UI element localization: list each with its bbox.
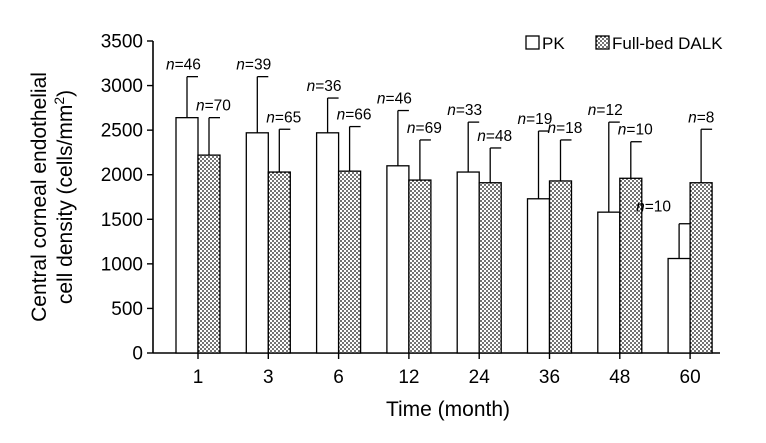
bar-dalk-3 xyxy=(267,171,291,354)
n-label-pk-48-value: =12 xyxy=(596,102,622,119)
n-label-dalk-24: n=48 xyxy=(477,128,512,145)
n-label-pk-1-n: n xyxy=(166,57,175,74)
n-label-pk-1: n=46 xyxy=(166,57,201,74)
y-tick-label-6: 3000 xyxy=(101,76,143,97)
n-label-dalk-6: n=66 xyxy=(337,107,372,124)
bar-dalk-1 xyxy=(197,154,221,354)
bar-pk-1 xyxy=(175,117,199,354)
n-label-pk-24: n=33 xyxy=(447,102,482,119)
x-tick-label-12: 12 xyxy=(398,367,419,388)
bar-pk-12 xyxy=(386,165,410,354)
n-label-pk-48: n=12 xyxy=(588,102,623,119)
n-label-dalk-1: n=70 xyxy=(196,98,231,115)
n-label-dalk-12-value: =69 xyxy=(416,120,442,137)
n-label-dalk-60-n: n xyxy=(688,109,697,126)
bar-pk-60 xyxy=(667,257,691,354)
x-tick-label-60: 60 xyxy=(680,367,701,388)
bar-dalk-24 xyxy=(478,182,502,354)
n-label-dalk-12: n=69 xyxy=(407,120,442,137)
n-label-pk-36-value: =19 xyxy=(526,111,552,128)
n-label-pk-36: n=19 xyxy=(518,111,553,128)
n-label-pk-12-n: n xyxy=(377,91,386,108)
bar-pk-6 xyxy=(315,132,340,354)
bar-pk-3 xyxy=(245,132,269,354)
legend-label-dalk: Full-bed DALK xyxy=(612,34,723,53)
legend: PK Full-bed DALK xyxy=(525,34,723,53)
n-label-dalk-12-n: n xyxy=(407,120,416,137)
x-tick-label-1: 1 xyxy=(193,367,204,388)
y-axis-title-superscript: 2 xyxy=(51,97,67,105)
bar-pk-48 xyxy=(597,211,621,354)
bar-dalk-12 xyxy=(408,179,432,354)
n-label-pk-48-n: n xyxy=(588,102,597,119)
n-label-dalk-48-n: n xyxy=(618,122,627,139)
n-label-dalk-36: n=18 xyxy=(548,120,583,137)
n-label-pk-36-n: n xyxy=(518,111,527,128)
n-label-dalk-3: n=65 xyxy=(266,109,301,126)
plot-area: 0500100015002000250030003500n=46n=701n=3… xyxy=(101,32,720,388)
y-tick-label-3: 1500 xyxy=(101,210,143,231)
n-label-dalk-48-value: =10 xyxy=(626,122,653,139)
n-label-dalk-24-n: n xyxy=(477,128,486,145)
n-label-pk-3: n=39 xyxy=(236,57,271,74)
n-label-pk-12-value: =46 xyxy=(386,91,412,108)
x-tick-label-6: 6 xyxy=(333,367,344,388)
n-label-pk-60-value: =10 xyxy=(645,199,672,216)
n-label-pk-24-value: =33 xyxy=(456,102,482,119)
n-label-dalk-1-value: =70 xyxy=(205,98,232,115)
y-axis-title: Central corneal endothelial cell density… xyxy=(28,72,77,322)
n-label-dalk-60: n=8 xyxy=(688,109,714,126)
n-label-dalk-36-n: n xyxy=(548,120,557,137)
y-tick-label-5: 2500 xyxy=(101,121,143,142)
y-tick-label-2: 1000 xyxy=(101,254,143,275)
n-label-dalk-36-value: =18 xyxy=(556,120,582,137)
legend-label-pk: PK xyxy=(542,34,565,53)
bar-dalk-6 xyxy=(337,170,362,354)
n-label-dalk-3-n: n xyxy=(266,109,275,126)
x-tick-label-24: 24 xyxy=(469,367,491,388)
bar-pk-24 xyxy=(456,171,480,354)
n-label-dalk-1-n: n xyxy=(196,98,205,115)
n-label-dalk-6-n: n xyxy=(337,107,346,124)
n-label-pk-6-n: n xyxy=(307,78,316,95)
bar-dalk-36 xyxy=(548,180,573,354)
y-tick-label-0: 0 xyxy=(132,344,143,365)
n-label-dalk-60-value: =8 xyxy=(697,109,715,126)
n-label-dalk-6-value: =66 xyxy=(345,107,371,124)
x-axis-title: Time (month) xyxy=(386,398,510,421)
n-label-dalk-3-value: =65 xyxy=(275,109,301,126)
y-tick-label-4: 2000 xyxy=(101,165,143,186)
n-label-pk-1-value: =46 xyxy=(175,57,201,74)
n-label-pk-60: n=10 xyxy=(636,199,671,216)
n-label-pk-60-n: n xyxy=(636,199,645,216)
legend-swatch-dalk xyxy=(595,35,610,50)
bar-pk-36 xyxy=(526,198,551,354)
bar-dalk-60 xyxy=(689,182,713,354)
y-axis-title-line2-main: cell density (cells/mm xyxy=(54,105,77,305)
legend-swatch-pk xyxy=(525,35,540,50)
n-label-pk-6: n=36 xyxy=(307,78,342,95)
y-tick-label-1: 500 xyxy=(111,299,143,320)
n-label-dalk-48: n=10 xyxy=(618,122,653,139)
x-tick-label-48: 48 xyxy=(609,367,630,388)
y-tick-label-7: 3500 xyxy=(101,32,143,53)
n-label-pk-3-value: =39 xyxy=(245,57,271,74)
x-tick-label-36: 36 xyxy=(539,367,560,388)
y-axis-title-line2-close: ) xyxy=(54,90,77,97)
n-label-pk-6-value: =36 xyxy=(315,78,341,95)
n-label-pk-3-n: n xyxy=(236,57,245,74)
y-axis-title-line2: cell density (cells/mm2) xyxy=(51,90,77,304)
x-tick-label-3: 3 xyxy=(263,367,274,388)
n-label-pk-24-n: n xyxy=(447,102,456,119)
n-label-dalk-24-value: =48 xyxy=(486,128,512,145)
n-label-pk-12: n=46 xyxy=(377,91,412,108)
y-axis-title-line1: Central corneal endothelial xyxy=(28,72,51,322)
